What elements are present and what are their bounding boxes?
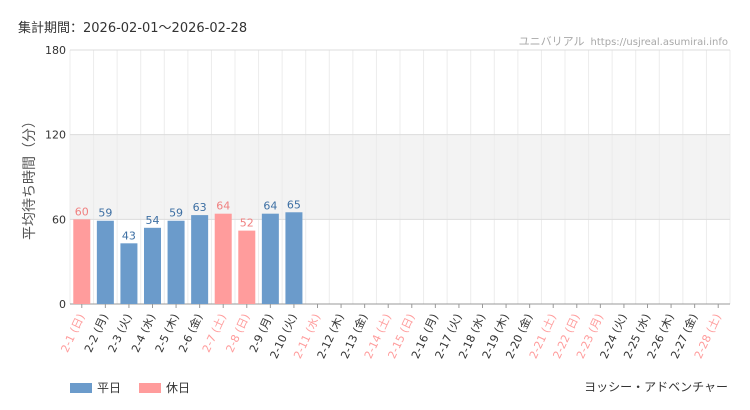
bar <box>120 243 138 304</box>
bar-value-label: 60 <box>75 205 89 218</box>
y-axis-label: 平均待ち時間（分） <box>22 114 38 240</box>
bar <box>96 220 114 304</box>
bar-value-label: 54 <box>146 214 160 227</box>
bar-value-label: 43 <box>122 229 136 242</box>
bar <box>191 215 209 304</box>
bar <box>285 212 303 304</box>
bar <box>167 220 185 304</box>
bar-value-label: 63 <box>193 201 207 214</box>
period-label: 集計期間：2026-02-01〜2026-02-28 <box>18 21 248 36</box>
bar <box>261 213 279 304</box>
bar <box>238 230 256 304</box>
y-tick-label: 0 <box>59 298 66 311</box>
site-credit: ユニバリアル https://usjreal.asumirai.info <box>519 33 728 49</box>
bar-value-label: 52 <box>240 217 254 230</box>
legend-weekday-swatch <box>70 382 92 393</box>
y-tick-label: 180 <box>45 44 66 57</box>
bar-value-label: 59 <box>169 207 183 220</box>
legend-holiday-label: 休日 <box>166 381 191 395</box>
legend-holiday[interactable]: 休日 <box>139 379 190 396</box>
legend-holiday-swatch <box>139 382 162 393</box>
site-name: ユニバリアル <box>518 35 585 48</box>
attraction-name: ヨッシー・アドベンチャー <box>584 380 728 394</box>
y-tick-label: 60 <box>52 213 66 226</box>
bar <box>73 219 91 304</box>
chart-legend: 平日 休日 <box>70 379 208 396</box>
legend-weekday-label: 平日 <box>97 381 122 395</box>
bar-value-label: 65 <box>287 198 301 211</box>
bar-value-label: 59 <box>98 207 112 220</box>
legend-weekday[interactable]: 平日 <box>70 379 121 396</box>
bar-value-label: 64 <box>216 200 230 213</box>
bar-value-label: 64 <box>263 200 277 213</box>
y-tick-label: 120 <box>45 129 66 142</box>
bar <box>214 213 232 304</box>
site-url[interactable]: https://usjreal.asumirai.info <box>590 37 728 48</box>
bar <box>144 227 161 304</box>
